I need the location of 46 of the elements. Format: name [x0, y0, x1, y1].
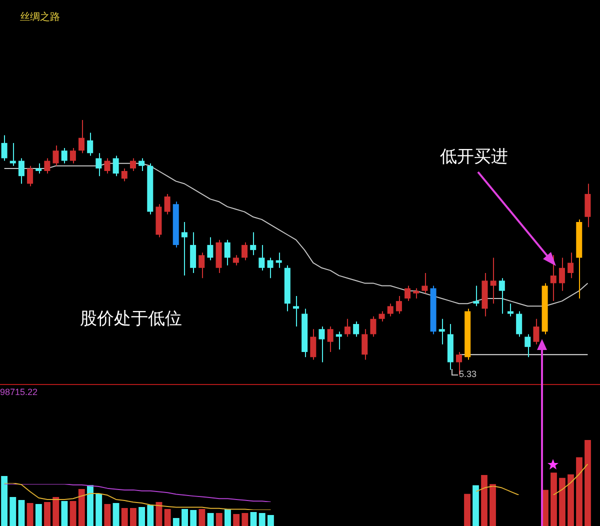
bar — [18, 500, 25, 526]
bar — [96, 494, 102, 526]
bar — [481, 475, 488, 526]
bar — [87, 485, 94, 526]
bar — [52, 497, 60, 526]
bar — [44, 502, 50, 526]
bar — [70, 501, 76, 526]
bar — [233, 514, 240, 526]
bar — [216, 513, 222, 526]
bar — [35, 504, 42, 526]
bar — [207, 513, 214, 526]
annotation: 低开买进 — [440, 147, 508, 167]
bar — [26, 503, 34, 526]
bar — [1, 476, 8, 526]
candlestick — [336, 331, 342, 350]
bar — [130, 508, 136, 526]
bar — [250, 512, 257, 526]
bar — [584, 440, 590, 526]
bar — [112, 503, 120, 526]
bar — [267, 515, 274, 526]
bar — [172, 518, 180, 526]
annotation: 股价处于低位 — [80, 309, 182, 329]
text: 98715.22 — [0, 387, 38, 397]
bar — [138, 507, 146, 526]
bar — [78, 489, 85, 526]
bar — [198, 509, 206, 526]
bar — [104, 504, 111, 526]
bar — [190, 510, 197, 526]
bar — [164, 509, 171, 526]
bar — [464, 494, 471, 526]
bar — [147, 505, 154, 526]
chart-title: 丝绸之路 — [20, 12, 60, 23]
bar — [472, 485, 480, 526]
bar — [490, 484, 496, 526]
bar — [10, 497, 16, 526]
bar — [258, 513, 266, 526]
bar — [224, 509, 231, 526]
bar — [558, 478, 565, 526]
annotation: 5.33 — [459, 369, 477, 379]
bar — [567, 474, 574, 526]
bar — [121, 508, 128, 526]
bar — [182, 509, 188, 526]
bar — [61, 501, 68, 526]
bar — [242, 513, 248, 526]
bar — [550, 472, 556, 526]
bar — [576, 457, 582, 526]
